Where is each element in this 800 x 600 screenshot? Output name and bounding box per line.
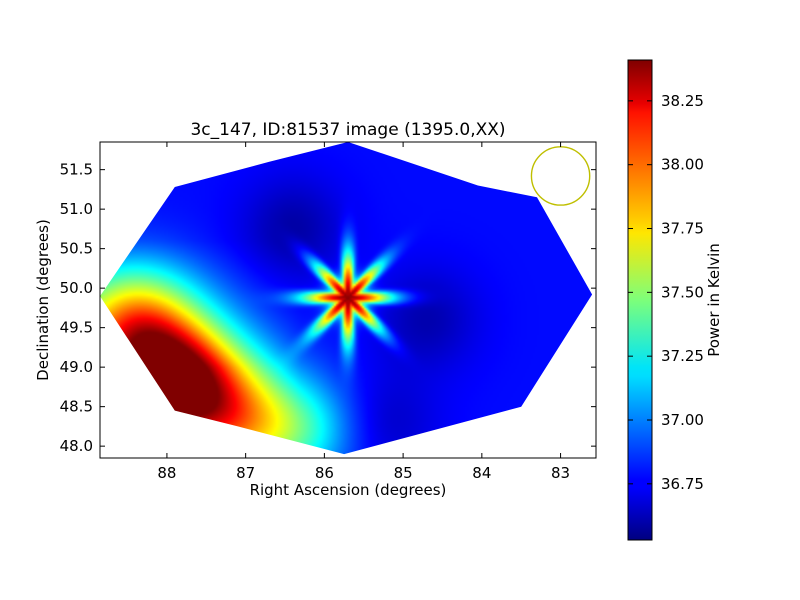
colorbar-tick-label: 37.75: [661, 220, 704, 238]
y-axis-label: Declination (degrees): [34, 219, 52, 381]
y-tick-label: 49.0: [60, 358, 93, 376]
y-tick-label: 50.5: [60, 240, 93, 258]
y-tick-label: 50.0: [60, 279, 93, 297]
colorbar-tick-label: 38.25: [661, 92, 704, 110]
x-tick-label: 88: [157, 464, 176, 482]
colorbar: 36.75 37.00 37.25 37.50 37.75 38.00 38.25 Powe…: [627, 59, 723, 541]
x-tick-label: 86: [315, 464, 334, 482]
colorbar-tick-label: 38.00: [661, 156, 704, 174]
y-tick-label: 51.5: [60, 161, 93, 179]
plot-frame: [99, 141, 597, 459]
heatmap-image: [100, 142, 593, 455]
x-tick-label: 84: [472, 464, 491, 482]
plot-area: 88 87 86 85 84 83 48.0 48.5 49.0 49.5 50.0 50.5 51.…: [60, 141, 597, 482]
colorbar-tick-label: 37.50: [661, 283, 704, 301]
x-axis-ticks: 88 87 86 85 84 83: [157, 142, 570, 482]
x-tick-label: 83: [551, 464, 570, 482]
y-tick-label: 48.0: [60, 437, 93, 455]
colorbar-ticks: 36.75 37.00 37.25 37.50 37.75 38.00 38.25: [628, 92, 704, 493]
colorbar-tick-label: 36.75: [661, 475, 704, 493]
colorbar-frame: [627, 59, 653, 541]
colorbar-label: Power in Kelvin: [705, 243, 723, 357]
y-tick-label: 49.5: [60, 319, 93, 337]
y-tick-label: 51.0: [60, 200, 93, 218]
x-tick-label: 85: [394, 464, 413, 482]
chart-title: 3c_147, ID:81537 image (1395.0,XX): [190, 120, 505, 140]
x-tick-label: 87: [236, 464, 255, 482]
x-axis-label: Right Ascension (degrees): [250, 481, 447, 499]
colorbar-tick-label: 37.25: [661, 347, 704, 365]
colorbar-tick-label: 37.00: [661, 411, 704, 429]
y-tick-label: 48.5: [60, 398, 93, 416]
colorbar-gradient: [628, 60, 652, 540]
y-axis-ticks: 48.0 48.5 49.0 49.5 50.0 50.5 51.0 51.5: [60, 161, 596, 455]
